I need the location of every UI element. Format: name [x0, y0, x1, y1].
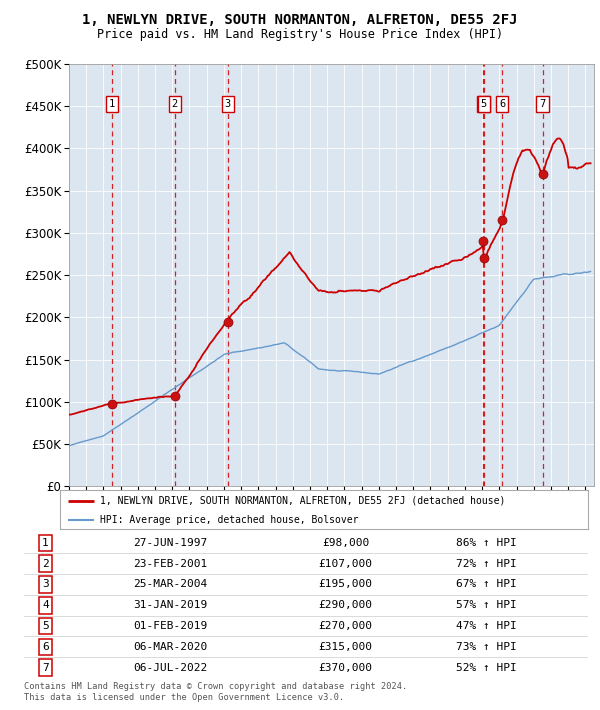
- Text: 23-FEB-2001: 23-FEB-2001: [134, 559, 208, 569]
- Text: 5: 5: [42, 621, 49, 631]
- Text: 67% ↑ HPI: 67% ↑ HPI: [456, 579, 517, 589]
- Text: This data is licensed under the Open Government Licence v3.0.: This data is licensed under the Open Gov…: [24, 693, 344, 702]
- Text: 01-FEB-2019: 01-FEB-2019: [134, 621, 208, 631]
- Text: 7: 7: [42, 662, 49, 672]
- Text: 57% ↑ HPI: 57% ↑ HPI: [456, 600, 517, 611]
- Text: 1: 1: [42, 538, 49, 548]
- Text: 27-JUN-1997: 27-JUN-1997: [134, 538, 208, 548]
- Text: £195,000: £195,000: [319, 579, 373, 589]
- Text: 2: 2: [42, 559, 49, 569]
- Text: 1, NEWLYN DRIVE, SOUTH NORMANTON, ALFRETON, DE55 2FJ: 1, NEWLYN DRIVE, SOUTH NORMANTON, ALFRET…: [82, 13, 518, 27]
- Text: 47% ↑ HPI: 47% ↑ HPI: [456, 621, 517, 631]
- Text: 31-JAN-2019: 31-JAN-2019: [134, 600, 208, 611]
- Text: 06-MAR-2020: 06-MAR-2020: [134, 642, 208, 652]
- Text: 52% ↑ HPI: 52% ↑ HPI: [456, 662, 517, 672]
- Text: £107,000: £107,000: [319, 559, 373, 569]
- Text: 6: 6: [42, 642, 49, 652]
- Text: 1, NEWLYN DRIVE, SOUTH NORMANTON, ALFRETON, DE55 2FJ (detached house): 1, NEWLYN DRIVE, SOUTH NORMANTON, ALFRET…: [100, 496, 505, 506]
- Text: Contains HM Land Registry data © Crown copyright and database right 2024.: Contains HM Land Registry data © Crown c…: [24, 682, 407, 691]
- Text: HPI: Average price, detached house, Bolsover: HPI: Average price, detached house, Bols…: [100, 515, 358, 525]
- Text: 72% ↑ HPI: 72% ↑ HPI: [456, 559, 517, 569]
- Text: £370,000: £370,000: [319, 662, 373, 672]
- Text: 25-MAR-2004: 25-MAR-2004: [134, 579, 208, 589]
- Text: 5: 5: [481, 99, 487, 109]
- Text: 86% ↑ HPI: 86% ↑ HPI: [456, 538, 517, 548]
- Text: 7: 7: [539, 99, 545, 109]
- Text: 1: 1: [109, 99, 115, 109]
- Text: £315,000: £315,000: [319, 642, 373, 652]
- Text: 4: 4: [42, 600, 49, 611]
- Text: 2: 2: [172, 99, 178, 109]
- Text: £270,000: £270,000: [319, 621, 373, 631]
- Text: £290,000: £290,000: [319, 600, 373, 611]
- Text: 3: 3: [42, 579, 49, 589]
- Text: Price paid vs. HM Land Registry's House Price Index (HPI): Price paid vs. HM Land Registry's House …: [97, 28, 503, 41]
- Text: 3: 3: [225, 99, 231, 109]
- Text: 06-JUL-2022: 06-JUL-2022: [134, 662, 208, 672]
- Text: 73% ↑ HPI: 73% ↑ HPI: [456, 642, 517, 652]
- Text: 6: 6: [499, 99, 506, 109]
- Text: 4: 4: [481, 99, 487, 109]
- Text: £98,000: £98,000: [322, 538, 369, 548]
